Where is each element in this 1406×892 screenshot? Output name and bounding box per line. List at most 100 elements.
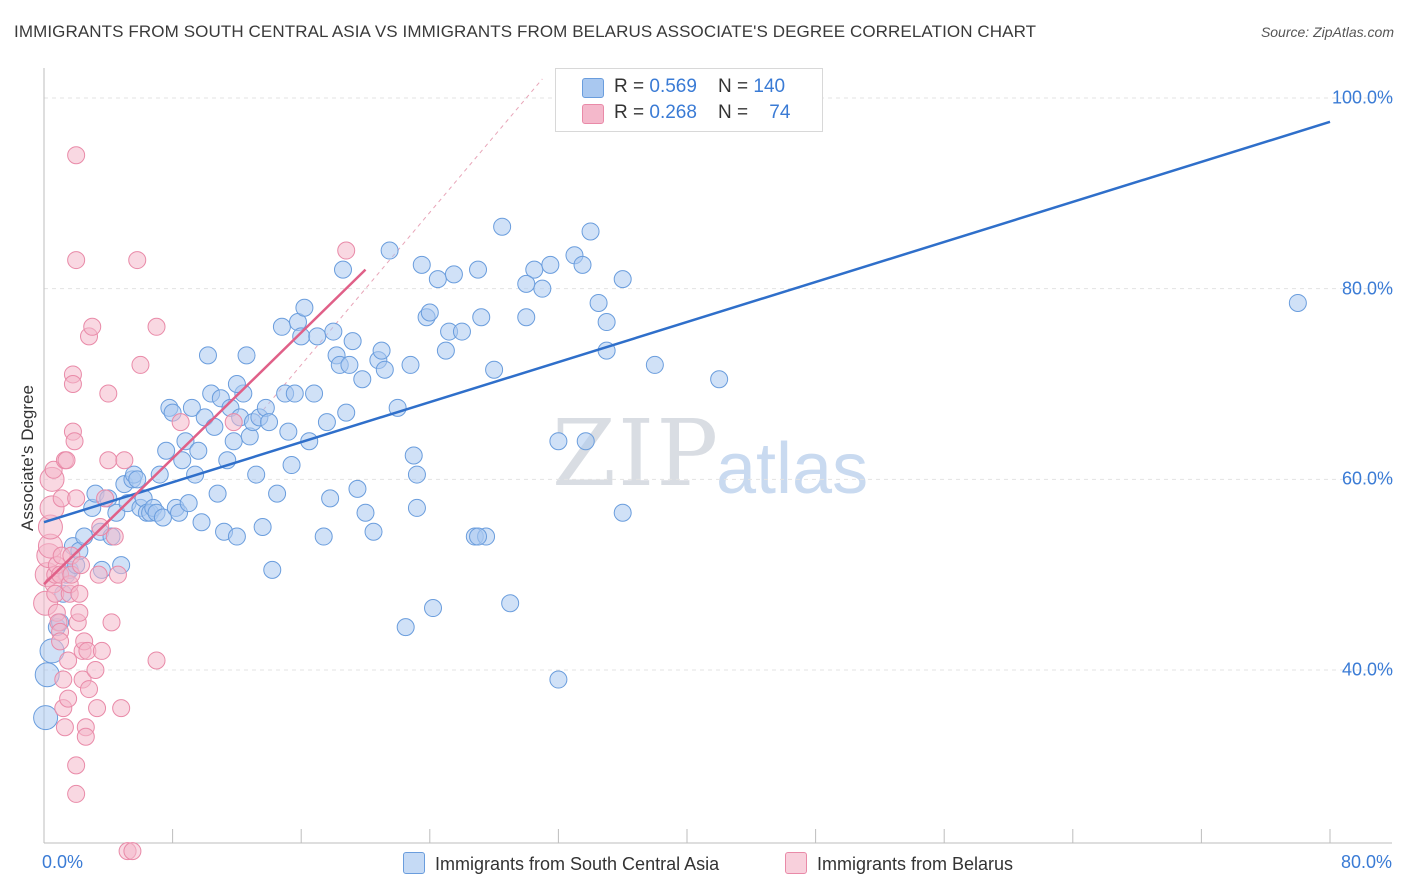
- data-point: [65, 432, 84, 451]
- x-axis-max-label: 80.0%: [1340, 852, 1392, 872]
- data-point: [305, 384, 324, 403]
- data-point: [147, 651, 166, 670]
- y-tick-label-80: 80.0%: [1341, 278, 1393, 299]
- trend-line-belarus: [43, 268, 367, 586]
- data-point: [340, 355, 359, 374]
- legend-n-value: 140: [753, 76, 786, 97]
- data-point: [576, 432, 595, 451]
- watermark-zip: ZIP: [552, 400, 721, 507]
- chart-title: IMMIGRANTS FROM SOUTH CENTRAL ASIA VS IM…: [14, 22, 1037, 41]
- data-point: [71, 556, 90, 575]
- data-point: [573, 255, 592, 274]
- data-point: [67, 756, 86, 775]
- data-point: [67, 251, 86, 270]
- data-point: [224, 413, 243, 432]
- legend-n-label: N =: [718, 102, 754, 123]
- data-point: [407, 465, 426, 484]
- data-point: [343, 332, 362, 351]
- data-point: [99, 384, 118, 403]
- data-point: [198, 346, 217, 365]
- data-point: [364, 522, 383, 541]
- data-point: [70, 603, 89, 622]
- data-point: [67, 146, 86, 165]
- data-point: [83, 317, 102, 336]
- data-point: [285, 384, 304, 403]
- data-point: [581, 222, 600, 241]
- data-point: [282, 456, 301, 475]
- data-point: [102, 613, 121, 632]
- data-point: [356, 503, 375, 522]
- data-point: [324, 322, 343, 341]
- data-point: [469, 527, 488, 546]
- data-point: [317, 413, 336, 432]
- data-point: [272, 317, 291, 336]
- data-point: [150, 465, 169, 484]
- data-point: [375, 360, 394, 379]
- data-point: [171, 413, 190, 432]
- series-south-central-asia: [33, 217, 1307, 731]
- data-point: [89, 565, 108, 584]
- data-point: [115, 451, 134, 470]
- data-point: [86, 661, 105, 679]
- data-point: [91, 518, 110, 536]
- x-axis-min-label: 0.0%: [42, 852, 84, 872]
- data-point: [260, 413, 279, 432]
- data-point: [517, 308, 536, 327]
- data-point: [279, 422, 298, 441]
- data-point: [128, 470, 147, 489]
- data-point: [227, 375, 246, 393]
- legend-r-value: 0.268: [649, 102, 697, 123]
- data-point: [76, 727, 95, 746]
- axes: [43, 68, 1392, 844]
- data-point: [549, 432, 568, 451]
- data-point: [105, 527, 124, 546]
- data-point: [517, 274, 536, 293]
- legend-swatch-blue: [582, 78, 604, 98]
- data-point: [63, 375, 82, 393]
- data-point: [353, 370, 372, 389]
- data-point: [485, 360, 504, 379]
- data-point: [314, 527, 333, 546]
- data-point: [436, 341, 455, 360]
- data-point: [75, 527, 94, 546]
- data-point: [51, 632, 70, 651]
- y-tick-label-60: 60.0%: [1341, 468, 1393, 489]
- data-point: [401, 355, 420, 374]
- legend-item-south-central-asia[interactable]: Immigrants from South Central Asia: [403, 852, 719, 875]
- data-point: [333, 260, 352, 279]
- data-point: [67, 784, 86, 803]
- correlation-legend: R = 0.569 N = 140 R = 0.268 N = 74: [555, 68, 823, 132]
- data-point: [247, 465, 266, 484]
- data-point: [123, 842, 142, 861]
- data-point: [108, 565, 127, 584]
- data-point: [613, 270, 632, 289]
- data-point: [54, 670, 73, 689]
- data-point: [208, 484, 227, 503]
- watermark-atlas: atlas: [716, 429, 869, 509]
- data-point: [67, 489, 86, 508]
- data-point: [112, 699, 131, 718]
- data-point: [613, 503, 632, 522]
- data-point: [57, 451, 76, 470]
- data-point: [227, 527, 246, 546]
- data-point: [424, 599, 443, 618]
- data-point: [59, 689, 78, 708]
- data-point: [192, 513, 211, 532]
- data-point: [131, 355, 150, 374]
- data-point: [179, 494, 198, 513]
- data-point: [710, 370, 729, 389]
- data-point: [99, 451, 118, 470]
- data-point: [645, 355, 664, 374]
- data-point: [452, 322, 471, 341]
- data-point: [428, 270, 447, 289]
- data-point: [224, 432, 243, 451]
- data-point: [541, 255, 560, 274]
- legend-swatch-blue: [403, 852, 425, 874]
- trend-lines: [43, 120, 1331, 586]
- data-point: [33, 705, 59, 731]
- data-point: [147, 317, 166, 336]
- legend-item-belarus[interactable]: Immigrants from Belarus: [785, 852, 1013, 875]
- data-point: [348, 479, 367, 498]
- data-point: [407, 498, 426, 517]
